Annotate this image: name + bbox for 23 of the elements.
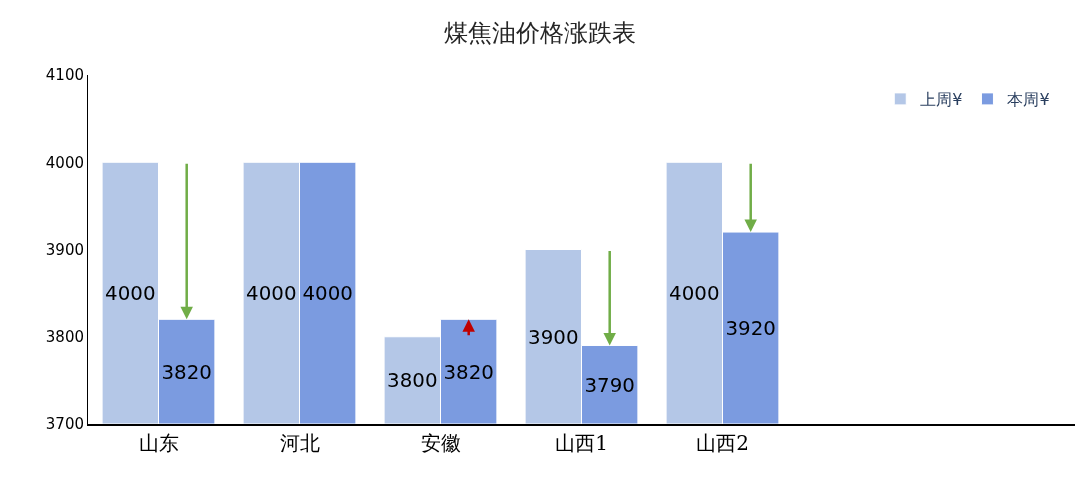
legend-label: 本周¥ <box>1007 90 1050 110</box>
x-tick-label: 山东 <box>138 430 179 455</box>
data-label: 4000 <box>669 282 720 306</box>
y-tick-label: 3900 <box>45 240 84 259</box>
legend-label: 上周¥ <box>920 90 963 110</box>
chart-title: 煤焦油价格涨跌表 <box>444 19 636 47</box>
data-label: 3820 <box>161 360 212 384</box>
data-label: 3920 <box>725 316 776 340</box>
data-label: 4000 <box>246 282 297 306</box>
data-label: 4000 <box>105 282 156 306</box>
data-label: 3820 <box>443 360 494 384</box>
x-tick-label: 山西2 <box>696 430 749 455</box>
x-tick-label: 山西1 <box>555 430 608 455</box>
data-label: 3790 <box>584 373 635 397</box>
y-tick-label: 3800 <box>45 328 84 346</box>
data-label: 4000 <box>302 282 353 306</box>
data-label: 3900 <box>528 325 579 349</box>
data-label: 3800 <box>387 369 438 393</box>
y-tick-label: 3700 <box>45 415 84 434</box>
y-tick-label: 4000 <box>45 153 84 172</box>
y-tick-label: 4100 <box>45 66 84 85</box>
x-tick-label: 安徽 <box>420 430 461 455</box>
x-tick-label: 河北 <box>279 430 320 455</box>
